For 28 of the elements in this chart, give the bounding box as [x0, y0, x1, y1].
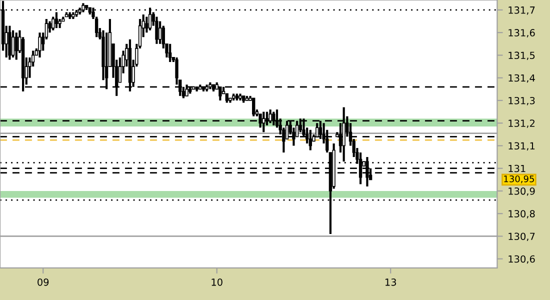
candlestick	[158, 20, 162, 45]
y-tick-label: 130,9	[508, 187, 535, 196]
candlestick	[162, 24, 165, 50]
candlestick	[225, 92, 228, 104]
candlestick	[252, 97, 256, 118]
y-tick-label: 131	[508, 164, 526, 172]
y-tick-label: 131,4	[508, 74, 535, 83]
candlestick	[168, 42, 172, 64]
text: 130,95	[504, 175, 534, 184]
x-tick-label: 09	[38, 278, 49, 286]
y-tick-label: 130,7	[508, 232, 535, 242]
candlestick	[11, 29, 15, 59]
candlestick	[14, 32, 18, 61]
y-tick-label: 131,2	[508, 120, 534, 128]
candlestick	[8, 24, 12, 61]
x-tick-label: 13	[385, 278, 396, 286]
y-tick-label: 130,6	[508, 255, 535, 264]
y-tick-label: 130,8	[508, 210, 535, 218]
candlestick	[52, 16, 55, 32]
candlestick	[308, 128, 312, 152]
candlestick	[38, 32, 42, 59]
y-tick-label: 131,6	[508, 29, 535, 38]
y-tick-label: 131,7	[508, 6, 535, 15]
candlestick	[155, 16, 158, 45]
y-tick-label: 131,1	[508, 142, 535, 151]
y-tick-label: 131,5	[508, 52, 535, 60]
x-tick-label: 10	[212, 278, 222, 286]
y-tick-label: 131,3	[508, 96, 535, 106]
